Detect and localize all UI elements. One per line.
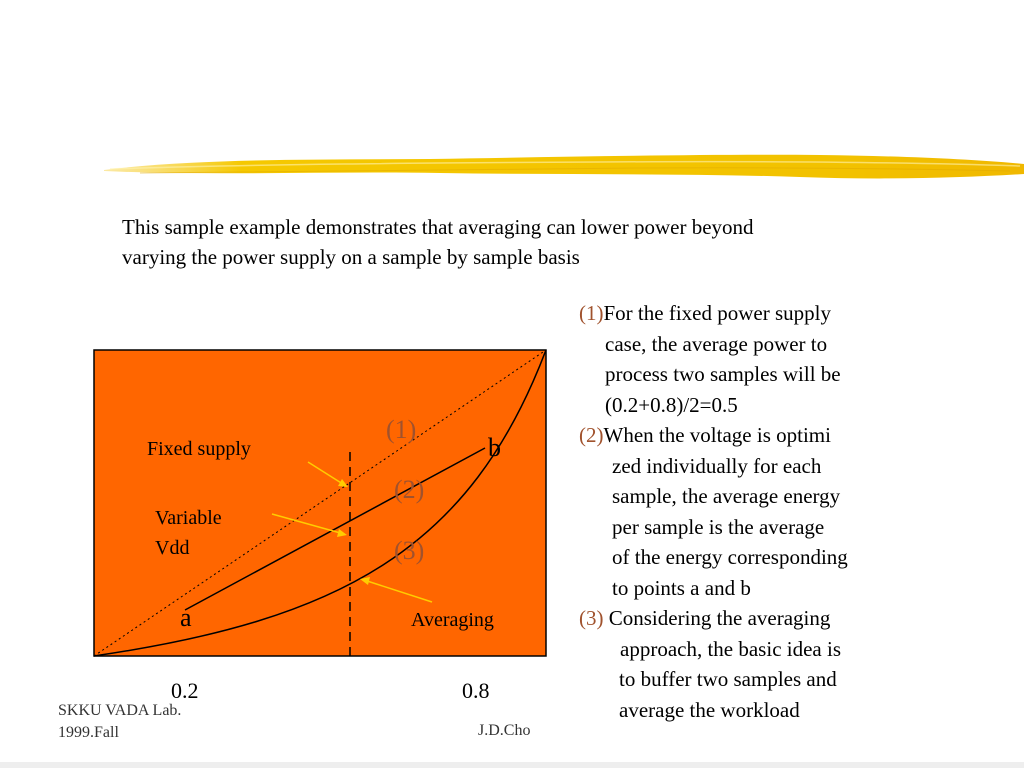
note-1-number: (1) — [579, 301, 604, 325]
notes-panel: (1)For the fixed power supply case, the … — [579, 298, 1019, 725]
averaging-label: Averaging — [411, 609, 494, 631]
note-3-line-3: to buffer two samples and — [619, 667, 837, 691]
power-diagram: Fixed supply Variable Vdd Averaging a b … — [93, 349, 547, 703]
footer-author: J.D.Cho — [478, 722, 531, 739]
note-1-line-2: case, the average power to — [605, 331, 828, 356]
variable-vdd-line — [184, 447, 486, 611]
note-3-line-1: (3) Considering the averaging — [579, 606, 831, 630]
note-3-line-2: approach, the basic idea is — [620, 636, 841, 661]
intro-text: This sample example demonstrates that av… — [122, 212, 922, 272]
note-2-line-3: sample, the average energy — [612, 484, 841, 508]
tick-right-label: 0.8 — [462, 678, 490, 703]
marker-2: (2) — [394, 475, 424, 504]
marker-3: (3) — [394, 536, 424, 565]
intro-line-2: varying the power supply on a sample by … — [122, 245, 580, 269]
variable-vdd-arrow — [271, 513, 345, 535]
marker-1: (1) — [386, 415, 416, 444]
point-b-label: b — [488, 433, 501, 462]
footer-lab-name: SKKU VADA Lab. — [58, 702, 182, 719]
footer-term: 1999.Fall — [58, 724, 119, 741]
variable-vdd-arrowhead — [337, 529, 347, 537]
yellow-brush-stroke — [104, 154, 1024, 179]
note-1-line-4: (0.2+0.8)/2=0.5 — [605, 392, 738, 417]
fixed-supply-arrow — [307, 461, 347, 487]
fixed-supply-label: Fixed supply — [147, 438, 251, 460]
intro-line-1: This sample example demonstrates that av… — [122, 215, 754, 239]
energy-curve — [93, 349, 547, 657]
footer-lab: SKKU VADA Lab. 1999.Fall — [58, 700, 181, 744]
averaging-arrowhead — [360, 577, 370, 585]
bottom-divider — [0, 762, 1024, 768]
note-2-number: (2) — [579, 423, 604, 447]
point-a-label: a — [180, 603, 192, 632]
fixed-supply-arrowhead — [338, 479, 348, 487]
averaging-arrow — [363, 579, 433, 603]
note-2-line-1: (2)When the voltage is optimi — [579, 423, 831, 447]
note-3-number: (3) — [579, 606, 604, 630]
note-1-line-3: process two samples will be — [605, 362, 841, 386]
note-1-line-1: (1)For the fixed power supply — [579, 301, 831, 325]
note-3-line-4: average the workload — [619, 697, 800, 722]
variable-label-line2: Vdd — [155, 537, 189, 559]
variable-label-line1: Variable — [155, 507, 222, 529]
note-2-line-6: to points a and b — [612, 575, 751, 600]
note-2-line-5: of the energy corresponding — [612, 545, 848, 569]
tick-left-label: 0.2 — [171, 678, 199, 703]
note-2-line-4: per sample is the average — [612, 514, 825, 539]
note-2-line-2: zed individually for each — [612, 453, 822, 478]
fixed-supply-line — [93, 349, 547, 657]
